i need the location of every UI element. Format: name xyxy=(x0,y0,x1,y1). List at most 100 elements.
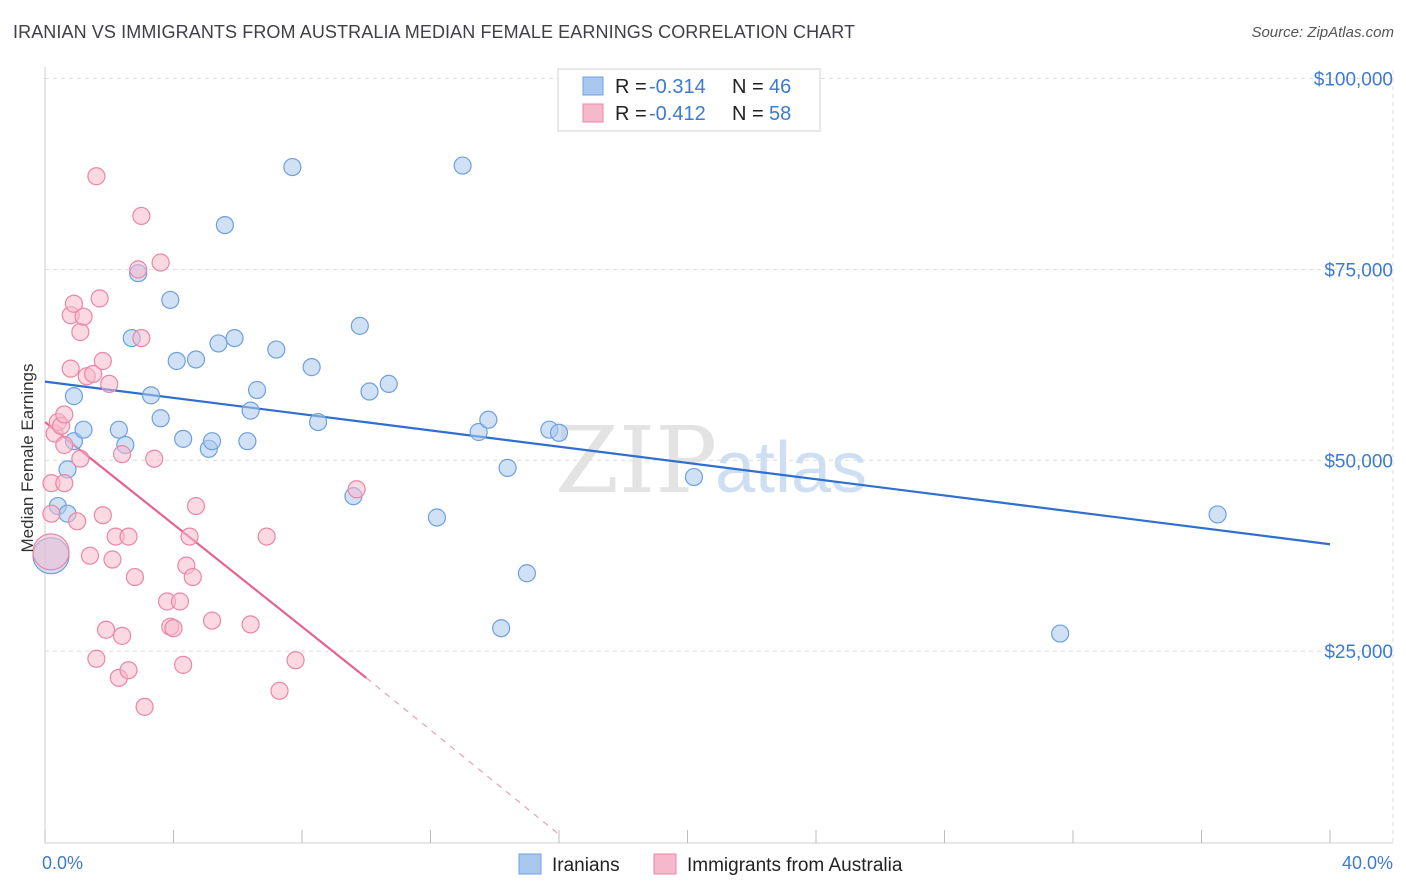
point-iranians-20 xyxy=(215,215,234,235)
point-iranians-24 xyxy=(238,432,257,451)
bottom-legend-swatch-australia xyxy=(653,853,677,875)
data-points xyxy=(32,156,1227,716)
point-iranians-44 xyxy=(1208,505,1227,524)
point-australia-39 xyxy=(151,253,170,272)
point-iranians-38 xyxy=(498,458,517,477)
point-australia-18 xyxy=(84,364,103,384)
y-tick-label-1: $50,000 xyxy=(1324,451,1393,472)
point-australia-44 xyxy=(174,655,193,674)
point-australia-54 xyxy=(347,480,366,499)
point-iranians-25 xyxy=(267,340,286,359)
point-iranians-6 xyxy=(74,420,93,439)
point-australia-8 xyxy=(55,474,74,493)
point-australia-33 xyxy=(125,567,145,587)
bottom-legend-australia: Immigrants from Australia xyxy=(687,855,903,876)
x-tick-label-min: 0.0% xyxy=(42,853,83,873)
point-iranians-23 xyxy=(247,380,267,400)
point-australia-0 xyxy=(32,533,70,571)
point-iranians-26 xyxy=(283,157,302,177)
point-iranians-33 xyxy=(427,508,447,527)
y-tick-label-0: $25,000 xyxy=(1324,642,1393,663)
point-australia-42 xyxy=(164,619,183,638)
point-australia-20 xyxy=(87,649,106,668)
point-iranians-42 xyxy=(684,467,704,487)
point-iranians-36 xyxy=(479,410,498,429)
point-australia-21 xyxy=(90,289,109,308)
point-iranians-15 xyxy=(174,429,193,448)
legend-n-label-2: N = xyxy=(732,103,764,125)
point-australia-11 xyxy=(64,294,84,313)
bottom-legend-iranians: Iranians xyxy=(552,855,620,876)
point-australia-53 xyxy=(286,651,305,670)
point-iranians-28 xyxy=(308,412,328,432)
watermark: ZIP atlas xyxy=(555,407,867,514)
point-australia-36 xyxy=(132,206,151,226)
point-australia-38 xyxy=(145,449,164,468)
point-australia-51 xyxy=(257,527,276,546)
point-iranians-41 xyxy=(549,423,569,442)
point-australia-30 xyxy=(112,445,132,464)
point-australia-26 xyxy=(103,550,122,569)
point-australia-34 xyxy=(129,260,148,279)
point-australia-23 xyxy=(93,351,112,371)
point-iranians-7 xyxy=(109,420,128,439)
point-australia-6 xyxy=(55,435,74,455)
point-iranians-30 xyxy=(350,316,369,335)
point-australia-24 xyxy=(96,620,116,639)
legend-swatch-australia xyxy=(582,103,604,123)
point-australia-47 xyxy=(183,567,202,587)
point-iranians-22 xyxy=(241,401,260,420)
point-iranians-39 xyxy=(517,564,536,583)
trend-line-iranians xyxy=(44,380,1331,546)
point-iranians-4 xyxy=(64,387,84,406)
point-australia-9 xyxy=(61,359,80,378)
legend-box: R = -0.314 N = 46 R = -0.412 N = 58 xyxy=(557,68,821,132)
point-australia-50 xyxy=(241,615,260,634)
point-australia-14 xyxy=(71,449,90,468)
watermark-atlas: atlas xyxy=(715,428,867,508)
point-australia-46 xyxy=(180,527,199,546)
legend-r-label-2: R = xyxy=(615,103,647,125)
trend-line-australia xyxy=(44,421,367,679)
point-australia-29 xyxy=(112,626,132,645)
point-iranians-16 xyxy=(186,350,206,369)
legend-swatch-iranians xyxy=(582,76,604,96)
point-australia-32 xyxy=(119,527,138,546)
point-australia-52 xyxy=(270,681,289,700)
source-label: Source: ZipAtlas.com xyxy=(1251,24,1394,41)
point-iranians-35 xyxy=(469,422,488,442)
point-australia-7 xyxy=(55,405,74,424)
axes xyxy=(44,67,1393,844)
point-iranians-19 xyxy=(209,334,228,353)
y-axis-label: Median Female Earnings xyxy=(18,364,37,553)
point-australia-43 xyxy=(170,592,190,611)
point-australia-13 xyxy=(71,322,90,342)
point-australia-35 xyxy=(132,328,151,348)
bottom-legend-swatch-iranians xyxy=(518,853,542,875)
point-australia-25 xyxy=(100,374,119,393)
point-australia-19 xyxy=(87,167,106,186)
point-iranians-43 xyxy=(1051,624,1070,643)
point-iranians-37 xyxy=(492,619,511,638)
point-iranians-14 xyxy=(167,351,186,371)
legend-r-value-1: -0.314 xyxy=(649,76,706,98)
point-australia-2 xyxy=(42,504,61,523)
legend-r-value-2: -0.412 xyxy=(649,103,706,125)
point-australia-17 xyxy=(80,546,100,565)
legend-r-label-1: R = xyxy=(615,76,647,98)
point-iranians-18 xyxy=(202,432,222,451)
point-australia-37 xyxy=(135,697,154,716)
point-australia-15 xyxy=(74,307,93,326)
legend-n-label-1: N = xyxy=(732,76,764,98)
gridlines xyxy=(45,70,1394,843)
y-tick-labels: $25,000 $50,000 $75,000 $100,000 xyxy=(1314,70,1393,664)
point-iranians-32 xyxy=(379,374,398,393)
point-australia-22 xyxy=(93,506,112,525)
legend-n-value-1: 46 xyxy=(769,76,791,98)
point-australia-48 xyxy=(186,496,206,516)
point-iranians-34 xyxy=(453,156,472,175)
bottom-legend: Iranians Immigrants from Australia xyxy=(518,853,903,876)
legend-n-value-2: 58 xyxy=(769,103,791,125)
y-tick-label-2: $75,000 xyxy=(1324,260,1393,281)
